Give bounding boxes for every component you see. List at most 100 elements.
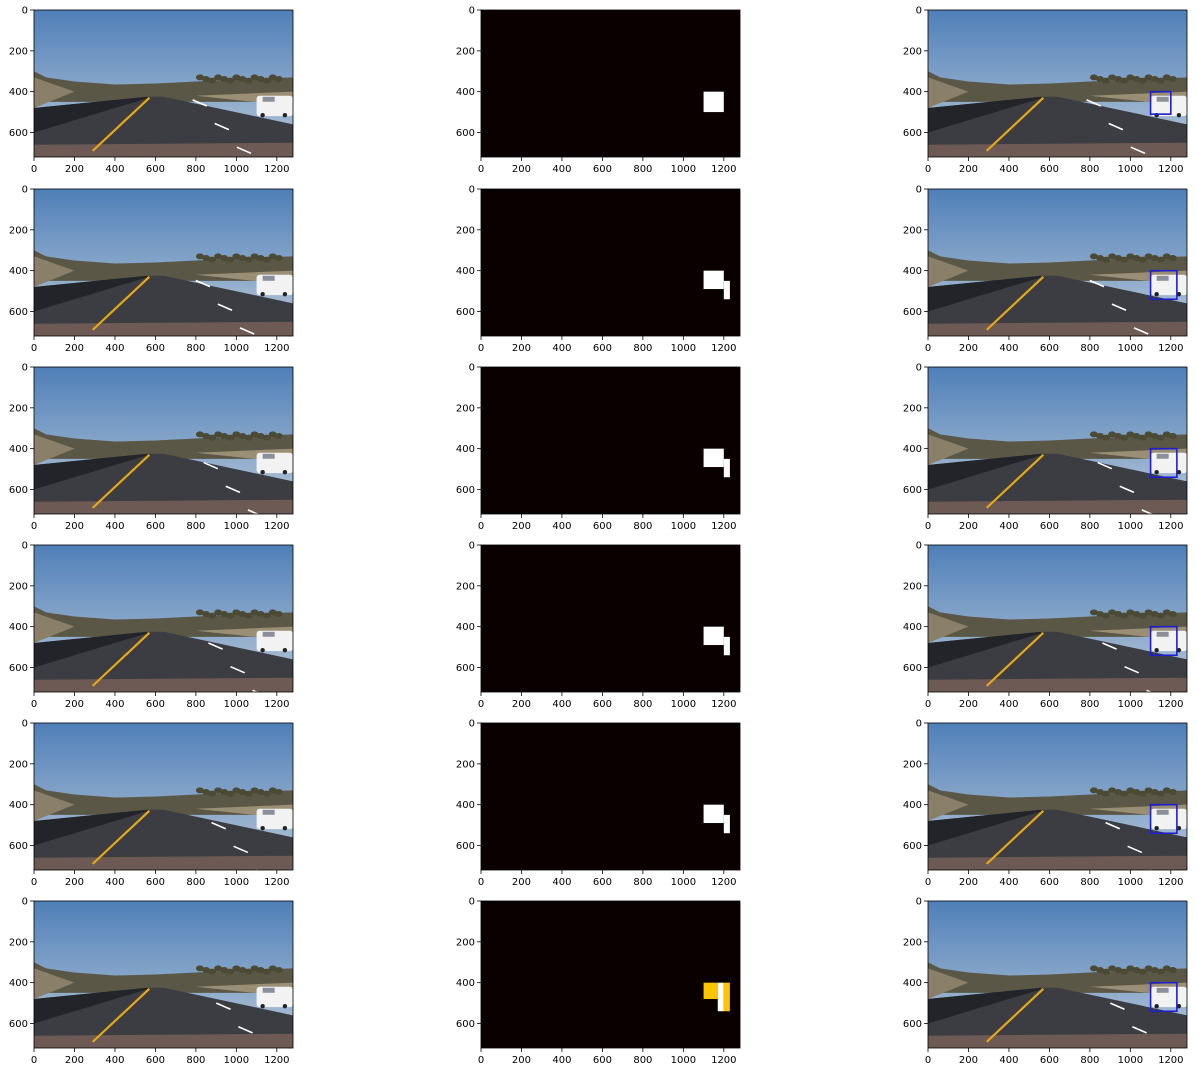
x-tick-label: 1000 xyxy=(1118,343,1143,354)
x-tick-label: 400 xyxy=(552,343,571,354)
y-tick-label: 600 xyxy=(9,841,28,852)
y-tick-label: 400 xyxy=(9,800,28,811)
x-tick-label: 1200 xyxy=(264,164,289,175)
car-window xyxy=(263,276,275,281)
x-tick-label: 800 xyxy=(633,343,652,354)
y-tick-label: 200 xyxy=(9,759,28,770)
heat-blob xyxy=(704,805,724,823)
y-tick-label: 600 xyxy=(9,663,28,674)
lane-dash-white xyxy=(1150,870,1164,876)
y-tick-label: 600 xyxy=(903,663,922,674)
x-tick-label: 400 xyxy=(999,521,1018,532)
x-tick-label: 800 xyxy=(1080,164,1099,175)
x-tick-label: 600 xyxy=(1040,877,1059,888)
x-tick-label: 0 xyxy=(478,521,484,532)
x-tick-label: 200 xyxy=(512,877,531,888)
x-tick-label: 0 xyxy=(31,164,37,175)
car-window xyxy=(1157,276,1169,281)
y-tick-label: 400 xyxy=(456,622,475,633)
heatmap-background xyxy=(481,545,740,692)
x-tick-label: 600 xyxy=(593,343,612,354)
y-tick-label: 400 xyxy=(903,978,922,989)
y-tick-label: 600 xyxy=(9,128,28,139)
camera-frame-panel: 0 200 400 600 800 1000 1200 0 200 400 600 xyxy=(9,185,293,355)
x-tick-label: 400 xyxy=(552,521,571,532)
foreground-dirt xyxy=(928,678,1187,692)
x-tick-label: 200 xyxy=(512,699,531,710)
camera-frame-panel: 0 200 400 600 800 1000 1200 0 200 400 600 xyxy=(9,363,293,533)
x-tick-label: 200 xyxy=(65,343,84,354)
y-tick-label: 0 xyxy=(469,185,475,196)
x-tick-label: 600 xyxy=(1040,1055,1059,1066)
car-window xyxy=(1157,632,1169,637)
y-tick-label: 400 xyxy=(456,87,475,98)
x-tick-label: 200 xyxy=(65,1055,84,1066)
car-wheel xyxy=(260,1004,264,1008)
x-tick-label: 0 xyxy=(31,877,37,888)
x-tick-label: 1200 xyxy=(711,877,736,888)
x-tick-label: 400 xyxy=(999,343,1018,354)
tree xyxy=(275,611,283,617)
foreground-dirt xyxy=(928,856,1187,870)
y-tick-label: 200 xyxy=(456,581,475,592)
heatmap-background xyxy=(481,189,740,336)
y-tick-label: 200 xyxy=(9,225,28,236)
x-tick-label: 800 xyxy=(1080,699,1099,710)
y-tick-label: 400 xyxy=(9,978,28,989)
x-tick-label: 600 xyxy=(1040,699,1059,710)
y-tick-label: 0 xyxy=(469,363,475,374)
car-wheel xyxy=(260,826,264,830)
car-wheel xyxy=(1154,470,1158,474)
y-tick-label: 400 xyxy=(456,266,475,277)
y-tick-label: 200 xyxy=(903,581,922,592)
x-tick-label: 200 xyxy=(959,521,978,532)
x-tick-label: 800 xyxy=(186,1055,205,1066)
car-window xyxy=(1157,454,1169,459)
x-tick-label: 1200 xyxy=(1158,699,1183,710)
x-tick-label: 1200 xyxy=(711,164,736,175)
x-tick-label: 1000 xyxy=(671,521,696,532)
heatmap-background xyxy=(481,901,740,1048)
y-tick-label: 0 xyxy=(916,363,922,374)
x-tick-label: 1000 xyxy=(671,343,696,354)
y-tick-label: 400 xyxy=(903,444,922,455)
foreground-dirt xyxy=(34,856,293,870)
car-wheel xyxy=(283,292,287,296)
x-tick-label: 0 xyxy=(478,343,484,354)
x-tick-label: 1200 xyxy=(711,699,736,710)
x-tick-label: 400 xyxy=(105,343,124,354)
car-wheel xyxy=(260,470,264,474)
heat-blob xyxy=(704,627,724,645)
y-tick-label: 400 xyxy=(9,87,28,98)
car-wheel xyxy=(283,1004,287,1008)
tree xyxy=(1169,76,1177,82)
x-tick-label: 1200 xyxy=(264,343,289,354)
camera-frame-panel: 0 200 400 600 800 1000 1200 0 200 400 600 xyxy=(9,541,293,711)
tree xyxy=(1169,255,1177,261)
heat-blob xyxy=(724,459,730,477)
x-tick-label: 1000 xyxy=(224,1055,249,1066)
x-tick-label: 800 xyxy=(633,1055,652,1066)
x-tick-label: 400 xyxy=(999,1055,1018,1066)
y-tick-label: 600 xyxy=(456,841,475,852)
x-tick-label: 1200 xyxy=(264,877,289,888)
y-tick-label: 0 xyxy=(916,897,922,908)
x-tick-label: 400 xyxy=(105,1055,124,1066)
car-window xyxy=(1157,988,1169,993)
y-tick-label: 600 xyxy=(903,1019,922,1030)
y-tick-label: 200 xyxy=(456,46,475,57)
car-wheel xyxy=(260,113,264,117)
x-tick-label: 800 xyxy=(186,164,205,175)
heat-blob xyxy=(724,815,730,833)
x-tick-label: 1200 xyxy=(1158,877,1183,888)
x-tick-label: 400 xyxy=(999,877,1018,888)
y-tick-label: 600 xyxy=(9,307,28,318)
x-tick-label: 1000 xyxy=(1118,877,1143,888)
x-tick-label: 200 xyxy=(512,343,531,354)
x-tick-label: 800 xyxy=(186,521,205,532)
car-window xyxy=(263,988,275,993)
heatmap-panel: 0 200 400 600 800 1000 1200 0 200 400 600 xyxy=(456,185,740,355)
x-tick-label: 0 xyxy=(478,164,484,175)
y-tick-label: 600 xyxy=(456,307,475,318)
